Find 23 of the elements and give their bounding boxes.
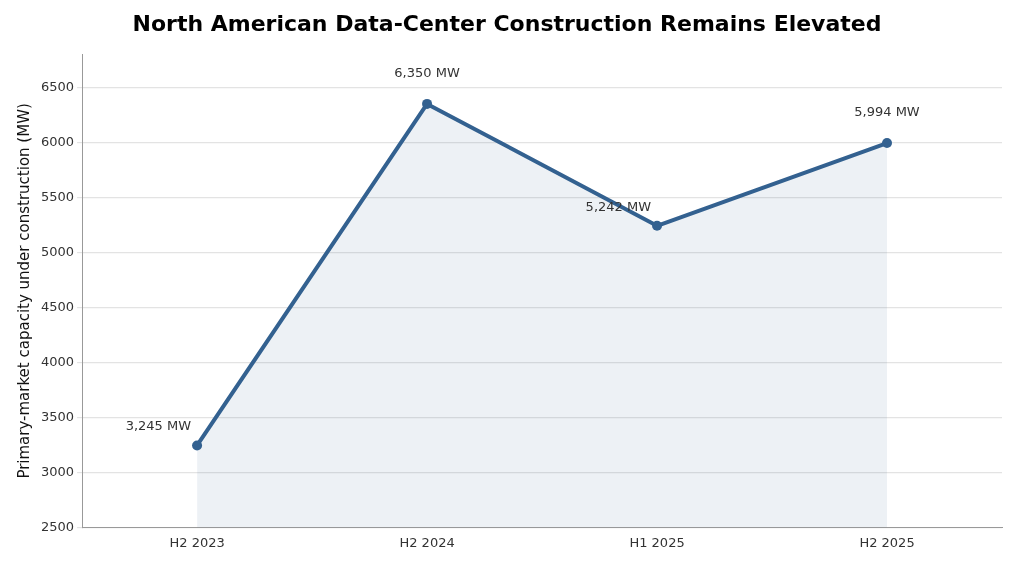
y-tick-label: 2500	[40, 518, 75, 534]
y-tick-label: 3500	[40, 408, 75, 424]
y-tick-label: 6000	[40, 133, 75, 149]
x-tick-label: H1 2025	[629, 534, 685, 550]
x-tick-label: H2 2024	[399, 534, 455, 550]
y-tick-label: 5000	[40, 243, 75, 259]
chart-title: North American Data-Center Construction Remains Elevated	[132, 10, 882, 36]
data-label: 6,350 MW	[394, 64, 460, 80]
x-tick-label: H2 2023	[169, 534, 225, 550]
point	[652, 220, 663, 231]
y-tick-label: 6500	[40, 78, 75, 94]
data-label: 5,994 MW	[854, 103, 920, 119]
y-tick-label: 5500	[40, 188, 75, 204]
x-tick-label: H2 2025	[859, 534, 915, 550]
y-axis-title: Primary-market capacity under construction (MW)	[14, 103, 33, 479]
y-tick-label: 4000	[40, 353, 75, 369]
data-label: 5,242 MW	[585, 198, 652, 214]
y-tick-label: 3000	[40, 463, 75, 479]
point	[422, 98, 433, 109]
point	[192, 440, 203, 451]
y-tick-label: 4500	[40, 298, 75, 314]
point	[882, 138, 893, 149]
data-label: 3,245 MW	[125, 418, 192, 434]
